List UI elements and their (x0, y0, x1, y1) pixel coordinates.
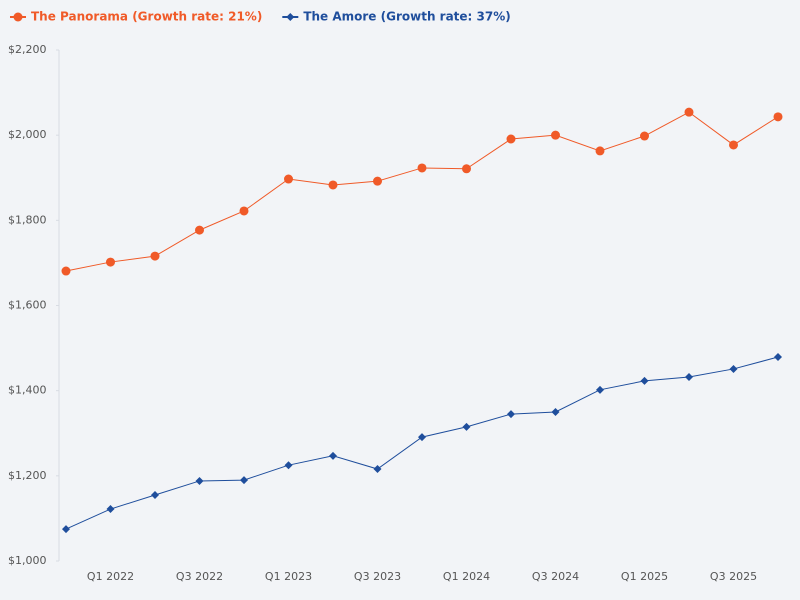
marker (774, 353, 782, 362)
y-tick-label: $1,000 (8, 554, 47, 567)
legend-item[interactable]: The Amore (Growth rate: 37%) (282, 10, 511, 24)
y-tick-label: $2,200 (8, 43, 47, 56)
marker (462, 164, 471, 174)
marker (239, 206, 249, 216)
y-tick-label: $1,200 (8, 469, 47, 482)
marker (195, 476, 204, 485)
legend-item[interactable]: The Panorama (Growth rate: 21%) (10, 10, 262, 24)
marker (595, 146, 605, 156)
series-line (65, 356, 779, 530)
marker (329, 451, 337, 460)
marker (507, 410, 515, 419)
legend-marker (13, 12, 23, 22)
marker (373, 465, 382, 474)
x-tick-label: Q1 2023 (265, 570, 312, 583)
legend-label: The Panorama (Growth rate: 21%) (31, 10, 262, 24)
marker (773, 112, 783, 122)
x-tick-label: Q3 2024 (532, 570, 579, 583)
marker (684, 107, 694, 117)
marker (729, 364, 738, 373)
x-tick-label: Q1 2022 (87, 570, 134, 583)
marker (195, 225, 204, 235)
marker (284, 174, 293, 184)
marker (418, 433, 426, 442)
y-tick-label: $1,600 (8, 299, 47, 312)
marker (150, 251, 160, 261)
y-tick-label: $1,400 (8, 384, 47, 397)
marker (151, 490, 159, 499)
marker (551, 407, 560, 416)
marker (506, 134, 516, 144)
marker (240, 476, 248, 485)
marker (417, 163, 427, 173)
legend-marker (286, 13, 295, 21)
marker (729, 140, 738, 150)
marker (106, 505, 115, 514)
marker (106, 257, 115, 267)
marker (284, 461, 293, 470)
marker (61, 266, 71, 276)
y-tick-label: $1,800 (8, 213, 47, 226)
marker (462, 422, 471, 431)
marker (62, 525, 70, 534)
marker (685, 373, 693, 382)
marker (328, 180, 338, 190)
marker (596, 385, 604, 394)
series-line (65, 111, 779, 272)
marker (640, 376, 649, 385)
x-tick-label: Q1 2025 (621, 570, 668, 583)
x-tick-label: Q1 2024 (443, 570, 490, 583)
marker (640, 131, 649, 141)
marker (373, 176, 382, 186)
legend-label: The Amore (Growth rate: 37%) (303, 10, 510, 24)
marker (551, 130, 560, 140)
y-tick-label: $2,000 (8, 128, 47, 141)
x-tick-label: Q3 2025 (710, 570, 757, 583)
x-tick-label: Q3 2023 (354, 570, 401, 583)
x-tick-label: Q3 2022 (176, 570, 223, 583)
